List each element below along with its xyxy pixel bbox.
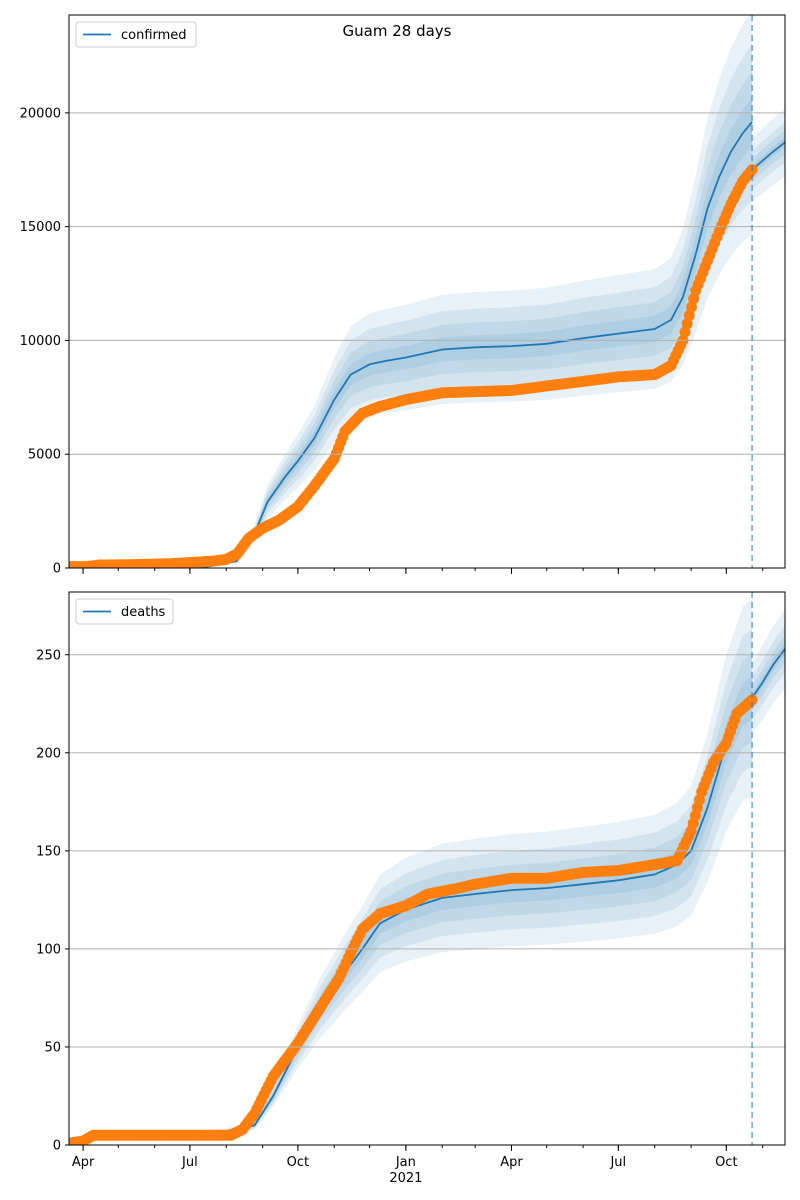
observed-point bbox=[688, 293, 700, 305]
y-tick-label: 0 bbox=[53, 1139, 61, 1154]
model-uncertainty-band bbox=[69, 599, 753, 1144]
y-tick-label: 5000 bbox=[28, 448, 61, 463]
plot-area bbox=[69, 15, 785, 568]
y-tick-label: 200 bbox=[36, 746, 61, 761]
chart-title: Guam 28 days bbox=[343, 22, 452, 40]
legend-label: deaths bbox=[121, 605, 166, 620]
y-tick-label: 20000 bbox=[20, 106, 61, 121]
axes-frame bbox=[68, 591, 786, 1146]
x-tick-label: Apr bbox=[72, 1155, 95, 1170]
observed-point bbox=[686, 301, 697, 313]
x-tick-label: Jan bbox=[395, 1155, 416, 1170]
observed-point bbox=[683, 309, 695, 321]
forecast-line bbox=[751, 141, 785, 171]
legend-box bbox=[75, 21, 197, 48]
y-tick-label: 250 bbox=[36, 648, 61, 663]
model-uncertainty-band bbox=[69, 97, 753, 568]
axes-frame bbox=[68, 14, 786, 569]
model-uncertainty-band bbox=[69, 71, 753, 568]
confirmed-panel: 0 5000 10000 15000 20000 confirmed bbox=[20, 14, 786, 577]
model-uncertainty-band bbox=[69, 676, 753, 1144]
y-tick-label: 100 bbox=[36, 942, 61, 957]
legend: confirmed bbox=[75, 21, 197, 48]
y-tick-label: 10000 bbox=[20, 334, 61, 349]
x-tick-label: Oct bbox=[287, 1155, 309, 1170]
x-tick-year-label: 2021 bbox=[389, 1171, 422, 1186]
x-tick-label: Jul bbox=[609, 1155, 626, 1170]
observed-point bbox=[679, 326, 691, 338]
observed-point bbox=[681, 318, 693, 330]
forecast-line bbox=[751, 648, 785, 699]
y-tick-label: 0 bbox=[53, 562, 61, 577]
x-tick-label: Apr bbox=[500, 1155, 523, 1170]
x-tick-label: Jul bbox=[181, 1155, 198, 1170]
deaths-panel: 0 50 100 150 200 250 deaths bbox=[36, 591, 786, 1154]
y-tick-label: 150 bbox=[36, 844, 61, 859]
y-tick-label: 15000 bbox=[20, 220, 61, 235]
legend: deaths bbox=[75, 598, 174, 625]
model-uncertainty-band bbox=[69, 629, 753, 1144]
legend-label: confirmed bbox=[121, 28, 187, 43]
legend-box bbox=[75, 598, 174, 625]
observed-point bbox=[746, 694, 758, 706]
x-tick-label: Oct bbox=[715, 1155, 737, 1170]
y-tick-label: 50 bbox=[44, 1040, 61, 1055]
model-uncertainty-band bbox=[69, 43, 753, 568]
model-uncertainty-band bbox=[69, 15, 753, 568]
plot-area bbox=[69, 599, 785, 1145]
